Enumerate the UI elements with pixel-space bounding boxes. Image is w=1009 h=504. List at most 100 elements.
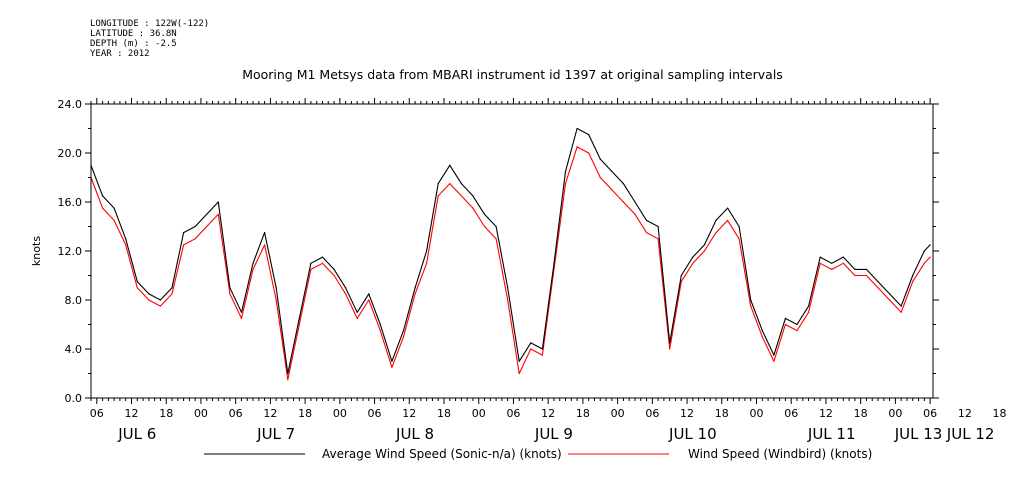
plot-frame: [90, 103, 934, 399]
sonic-series-point: [368, 293, 370, 295]
windbird-series-point: [437, 195, 439, 197]
sonic-series-point: [761, 330, 763, 332]
windbird-series-point: [831, 268, 833, 270]
x-tick-label: 18: [854, 407, 868, 420]
x-tick-label: 18: [437, 407, 451, 420]
day-label: JUL 9: [534, 425, 573, 443]
windbird-series-point: [182, 244, 185, 246]
sonic-series-point: [726, 207, 729, 209]
sonic-series-point: [495, 225, 497, 228]
sonic-series-point: [796, 323, 798, 326]
sonic-series-point: [541, 348, 543, 350]
x-tick-label: 06: [229, 407, 243, 420]
windbird-series-point: [391, 366, 393, 368]
y-tick-label: 0.0: [65, 392, 83, 405]
x-tick-label: 18: [576, 407, 590, 420]
sonic-series-point: [750, 299, 752, 301]
windbird-series-point: [333, 274, 335, 277]
windbird-series-point: [773, 360, 775, 362]
sonic-series-point: [287, 372, 289, 375]
sonic-series-point: [588, 134, 590, 136]
y-tick-label: 20.0: [58, 147, 83, 160]
sonic-series-point: [310, 262, 312, 264]
sonic-series-point: [784, 317, 787, 319]
sonic-series-point: [692, 256, 694, 258]
sonic-series-point: [414, 287, 416, 289]
x-tick-label: 12: [541, 407, 555, 420]
day-label: JUL 6: [117, 425, 156, 443]
windbird-series-line: [90, 146, 931, 381]
windbird-series-point: [426, 262, 428, 264]
windbird-series-point: [796, 330, 798, 332]
windbird-series-point: [518, 372, 520, 375]
windbird-series-point: [877, 287, 879, 289]
windbird-series-point: [368, 299, 370, 301]
sonic-series-point: [472, 195, 474, 197]
sonic-series-point: [599, 158, 601, 160]
x-tick-label: 00: [888, 407, 902, 420]
metadata-block: LONGITUDE : 122W(-122) LATITUDE : 36.8N …: [90, 19, 209, 59]
x-tick-label: 00: [611, 407, 625, 420]
y-tick-label: 8.0: [65, 294, 83, 307]
sonic-series-point: [576, 127, 578, 130]
sonic-series-point: [669, 342, 671, 344]
sonic-series-point: [507, 287, 509, 289]
sonic-series-point: [518, 360, 520, 362]
y-tick-label: 16.0: [58, 196, 83, 209]
x-tick-label: 12: [263, 407, 277, 420]
windbird-series-point: [645, 232, 648, 234]
windbird-series-point: [900, 311, 902, 313]
chart-title: Mooring M1 Metsys data from MBARI instru…: [242, 67, 783, 82]
sonic-series-point: [483, 213, 486, 215]
windbird-series-point: [784, 323, 787, 326]
windbird-series-point: [229, 293, 231, 295]
sonic-series-point: [217, 201, 219, 203]
windbird-series-point: [252, 268, 254, 270]
y-tick-label: 24.0: [58, 98, 83, 111]
sonic-series-point: [929, 244, 931, 246]
windbird-series-point: [588, 152, 590, 154]
day-label: JUL 11: [807, 425, 856, 443]
sonic-series-point: [379, 323, 381, 326]
x-tick-label: 18: [715, 407, 729, 420]
windbird-series-point: [854, 274, 856, 277]
x-tick-label: 18: [298, 407, 312, 420]
sonic-series-point: [113, 207, 115, 209]
x-tick-label: 00: [472, 407, 486, 420]
sonic-series-point: [773, 354, 775, 356]
day-label: JUL 13: [894, 425, 943, 443]
sonic-series-line: [90, 127, 931, 375]
x-tick-label: 06: [784, 407, 798, 420]
sonic-series-point: [148, 293, 150, 295]
x-tick-label: 12: [402, 407, 416, 420]
sonic-series-point: [819, 256, 821, 258]
windbird-series-point: [264, 244, 266, 246]
sonic-series-point: [194, 225, 196, 228]
sonic-series-point: [645, 219, 648, 221]
windbird-series-point: [576, 146, 578, 148]
x-tick-label: 12: [819, 407, 833, 420]
y-axis-label: knots: [30, 236, 43, 266]
windbird-series-point: [726, 219, 729, 221]
windbird-series-point: [807, 311, 810, 313]
windbird-series-point: [599, 176, 601, 179]
windbird-series-point: [495, 238, 497, 240]
windbird-series-point: [692, 262, 694, 264]
windbird-series-point: [761, 336, 763, 338]
windbird-series-point: [113, 219, 115, 221]
x-tick-label: 00: [333, 407, 347, 420]
sonic-series-point: [101, 195, 104, 197]
x-tick-label: 18: [993, 407, 1007, 420]
sonic-series-point: [900, 305, 902, 307]
windbird-series-point: [460, 195, 462, 197]
windbird-series-point: [217, 213, 219, 215]
windbird-series-point: [148, 299, 150, 301]
x-tick-label: 18: [159, 407, 173, 420]
y-tick-label: 12.0: [58, 245, 83, 258]
sonic-series-point: [345, 287, 347, 289]
windbird-series-point: [159, 305, 162, 307]
windbird-series-point: [483, 225, 486, 228]
latitude-label: LATITUDE : 36.8N: [90, 29, 177, 39]
windbird-series-point: [715, 232, 717, 234]
